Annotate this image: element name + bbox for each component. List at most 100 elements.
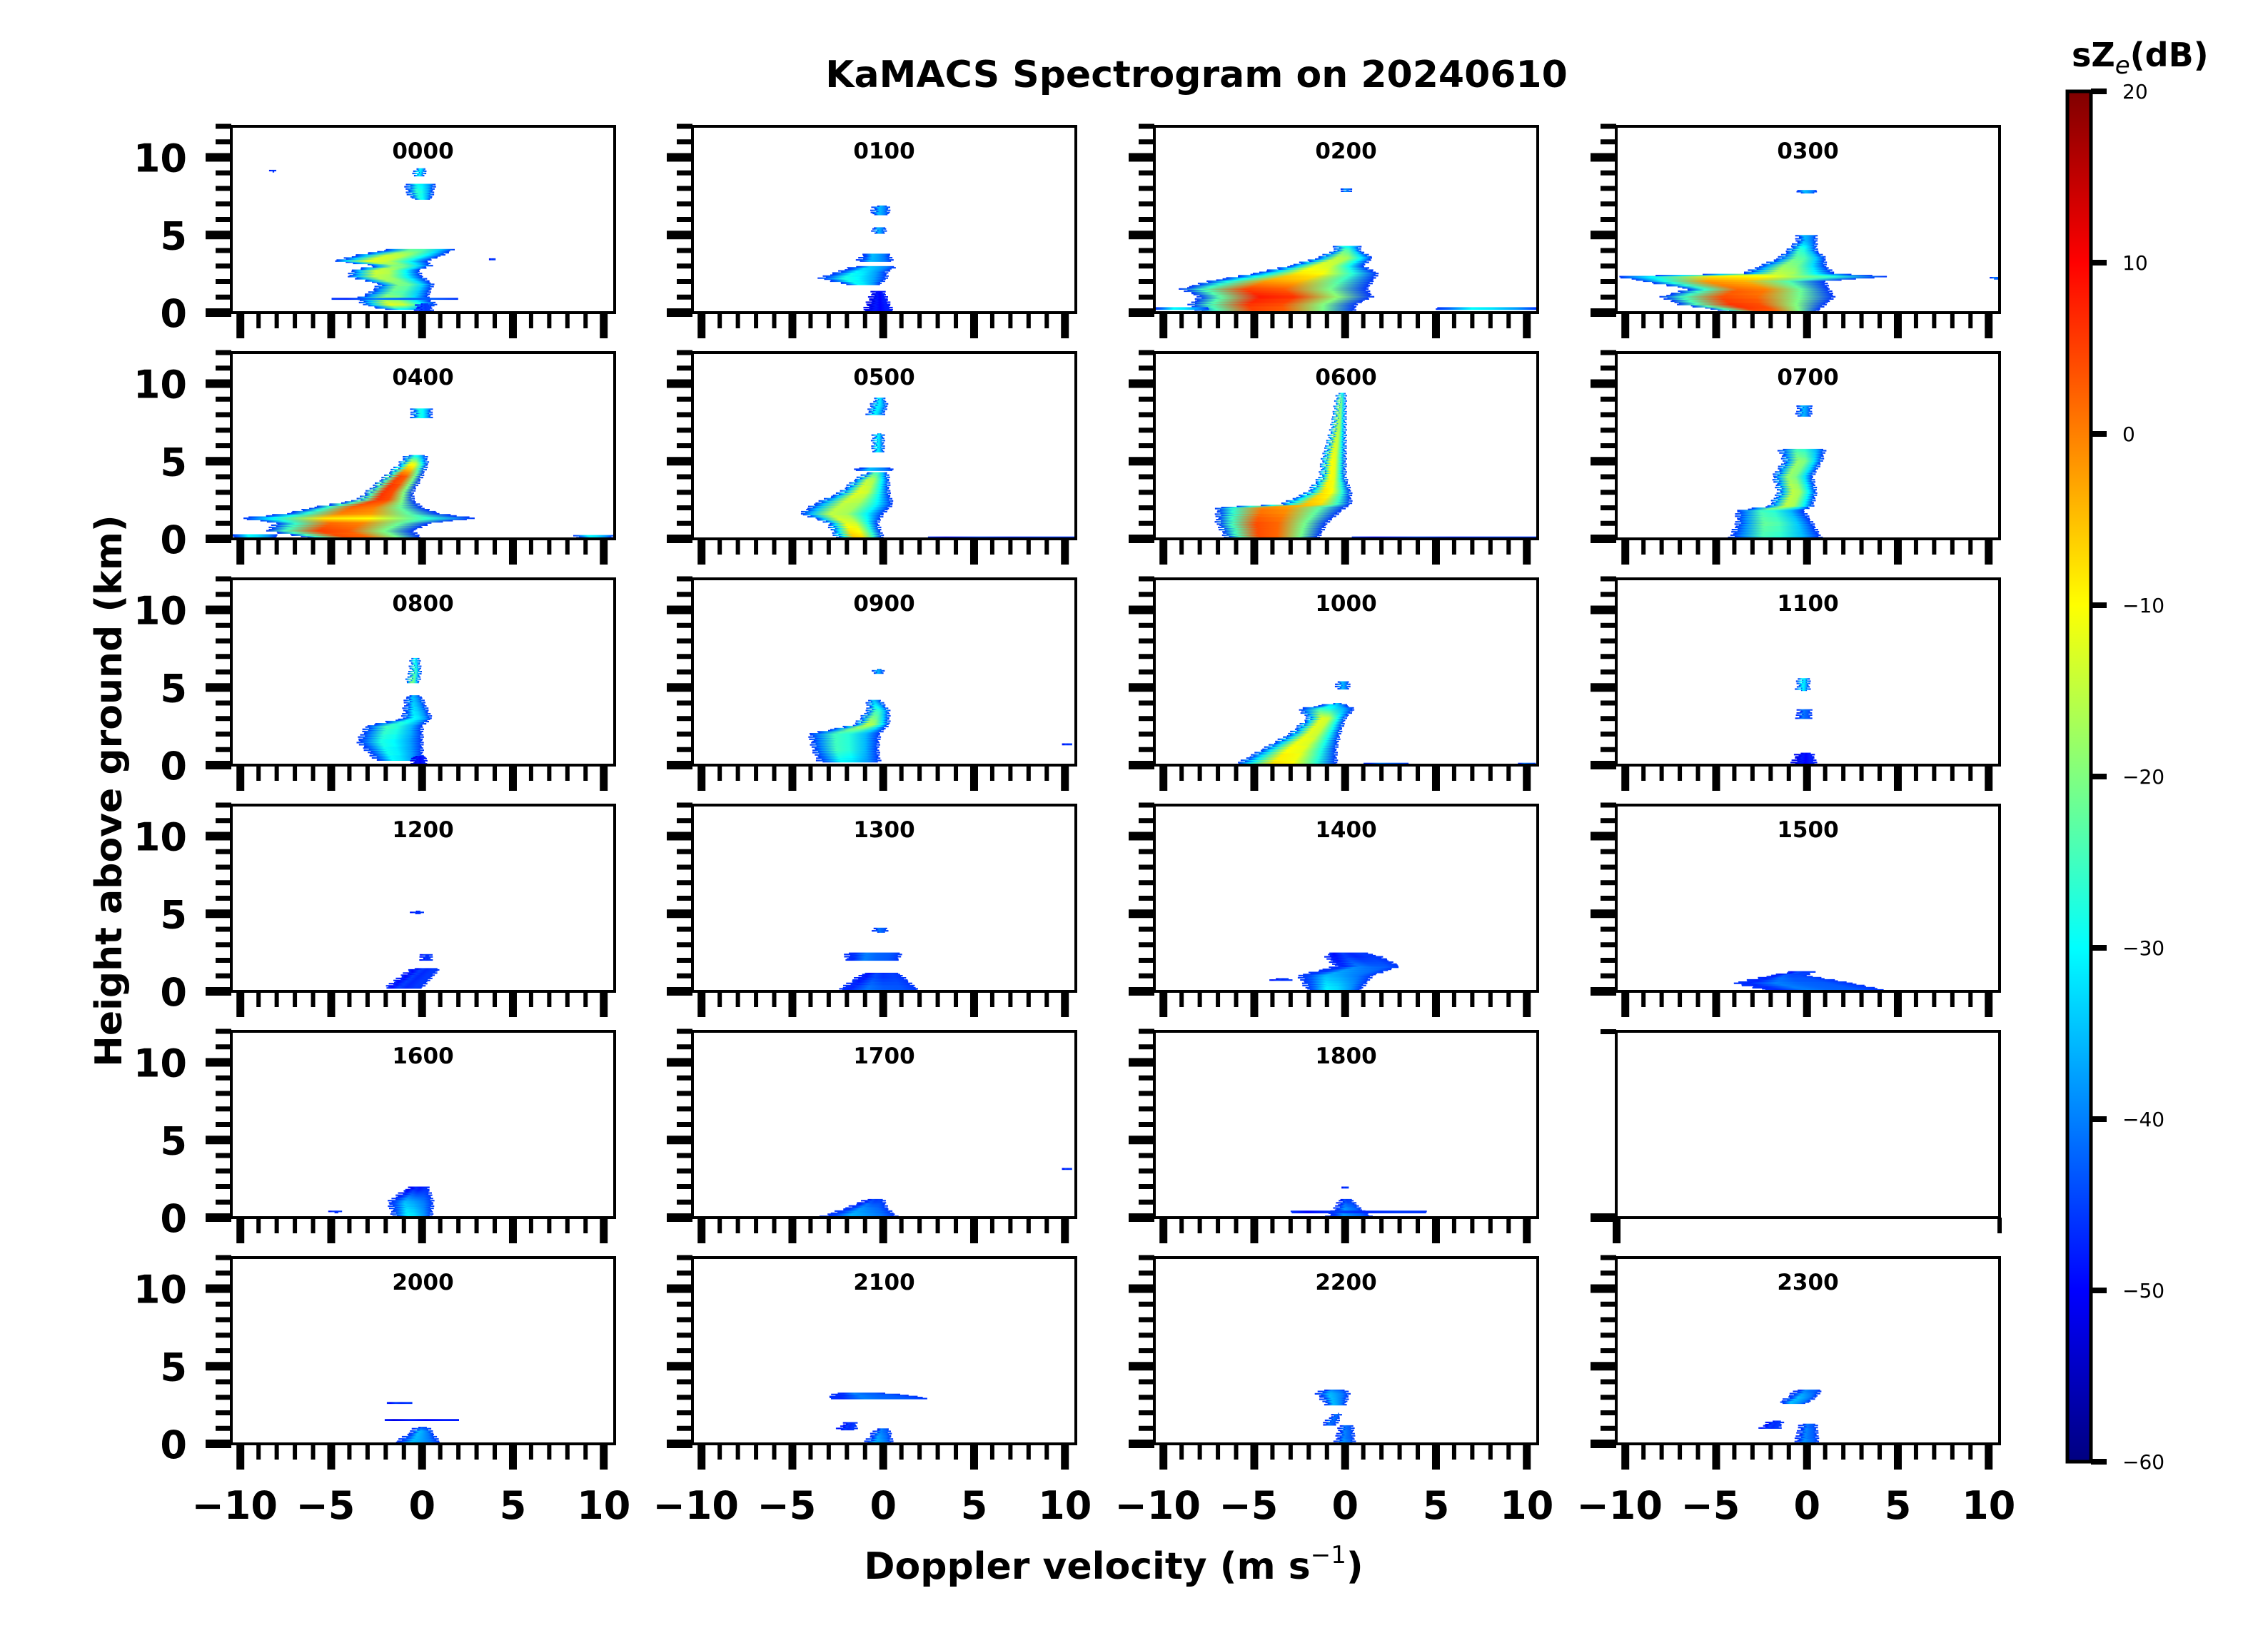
echo-cell xyxy=(301,535,419,537)
y-minor-tick xyxy=(1139,350,1154,355)
x-minor-tick xyxy=(1288,765,1293,781)
echo-cell xyxy=(246,518,467,520)
x-minor-tick xyxy=(735,765,740,781)
echo-cell xyxy=(830,279,884,281)
x-minor-tick xyxy=(754,1218,759,1233)
x-minor-tick xyxy=(1695,539,1700,555)
echo-cell xyxy=(1336,962,1392,964)
x-minor-tick xyxy=(845,991,850,1007)
subplot-panel: 1000 xyxy=(1129,576,1539,791)
y-minor-tick xyxy=(1139,576,1154,582)
x-major-tick xyxy=(418,313,426,338)
echo-cell xyxy=(1741,522,1811,524)
y-minor-tick xyxy=(1139,279,1154,284)
x-minor-tick xyxy=(845,1444,850,1460)
y-major-tick xyxy=(1591,605,1616,615)
echo-cell xyxy=(1735,521,1814,523)
x-axis-label-superscript: −1 xyxy=(1311,1541,1346,1569)
y-major-tick xyxy=(206,457,231,466)
x-tick-label: −10 xyxy=(1115,1483,1201,1528)
echo-cell xyxy=(875,435,882,438)
x-minor-tick xyxy=(1324,991,1329,1007)
x-major-tick xyxy=(969,1444,978,1470)
echo-cell xyxy=(1775,471,1817,473)
echo-cell xyxy=(1324,455,1346,457)
echo-cell xyxy=(405,1188,430,1190)
echo-cell xyxy=(368,748,420,750)
echo-cell xyxy=(1305,722,1343,724)
x-minor-tick xyxy=(438,1444,443,1460)
echo-cell xyxy=(1334,1209,1362,1211)
x-major-tick xyxy=(508,765,517,791)
x-minor-tick xyxy=(401,539,406,555)
spectrogram-echoes xyxy=(1728,405,1827,539)
echo-cell xyxy=(1738,524,1813,526)
x-minor-tick xyxy=(256,991,261,1007)
echo-cell xyxy=(846,489,888,491)
echo-cell xyxy=(874,207,889,209)
echo-cell xyxy=(358,738,423,740)
echo-cell xyxy=(390,473,422,475)
y-minor-tick xyxy=(216,1348,231,1353)
echo-cell xyxy=(1331,1416,1340,1418)
echo-cell xyxy=(1331,418,1347,420)
spectrogram-echoes xyxy=(385,910,440,989)
panel-title: 1300 xyxy=(853,817,914,843)
y-minor-tick xyxy=(1601,818,1616,824)
echo-cell xyxy=(1337,397,1346,399)
x-minor-tick xyxy=(438,313,443,328)
echo-cell xyxy=(411,663,420,665)
echo-cell xyxy=(1779,470,1815,472)
echo-cell xyxy=(845,986,914,988)
x-minor-tick xyxy=(1361,765,1366,781)
x-tick-label: 10 xyxy=(577,1483,630,1528)
echo-cell xyxy=(1306,715,1348,717)
echo-cell xyxy=(1296,725,1344,727)
echo-cell xyxy=(1294,728,1342,730)
x-minor-tick xyxy=(256,539,261,555)
echo-cell xyxy=(819,753,877,755)
echo-cell xyxy=(1740,520,1810,522)
echo-cell xyxy=(811,742,880,744)
y-minor-tick xyxy=(1601,248,1616,253)
echo-cell xyxy=(827,499,889,501)
echo-cell xyxy=(1331,1213,1368,1215)
echo-cell xyxy=(368,752,423,754)
x-minor-tick xyxy=(383,539,388,555)
echo-cell xyxy=(1703,273,1852,275)
y-major-tick xyxy=(1129,308,1154,317)
echo-cell xyxy=(335,260,428,262)
echo-cell xyxy=(1783,462,1820,464)
echo-cell xyxy=(828,729,882,732)
echo-cell xyxy=(1778,465,1820,467)
echo-cell xyxy=(365,493,413,495)
echo-cell xyxy=(874,436,884,438)
y-minor-tick xyxy=(677,669,692,674)
echo-cell xyxy=(1226,277,1376,279)
x-minor-tick xyxy=(1786,539,1791,555)
subplot-panel: 2300−10 −5 0 5 10 xyxy=(1577,1255,2015,1528)
echo-cell xyxy=(418,171,423,173)
x-minor-tick xyxy=(256,1444,261,1460)
echo-cell xyxy=(1800,687,1808,689)
echo-cell xyxy=(1777,450,1827,452)
x-major-tick xyxy=(788,1444,797,1470)
x-minor-tick xyxy=(383,991,388,1007)
echo-cell xyxy=(1300,495,1350,497)
echo-cell xyxy=(1291,1211,1426,1213)
echo-cell xyxy=(1740,516,1808,518)
echo-cell xyxy=(393,1208,431,1210)
x-minor-tick xyxy=(1288,991,1293,1007)
echo-cell xyxy=(404,705,427,707)
echo-cell xyxy=(395,1196,431,1198)
echo-cell xyxy=(871,434,885,436)
x-minor-tick xyxy=(917,313,922,328)
echo-cell xyxy=(1778,495,1814,497)
y-minor-tick xyxy=(677,1122,692,1127)
echo-cell xyxy=(855,720,891,722)
y-major-tick xyxy=(1129,987,1154,996)
echo-cell xyxy=(1774,477,1813,479)
echo-cell xyxy=(373,288,432,290)
echo-cell xyxy=(358,739,423,742)
echo-cell xyxy=(1334,433,1344,435)
